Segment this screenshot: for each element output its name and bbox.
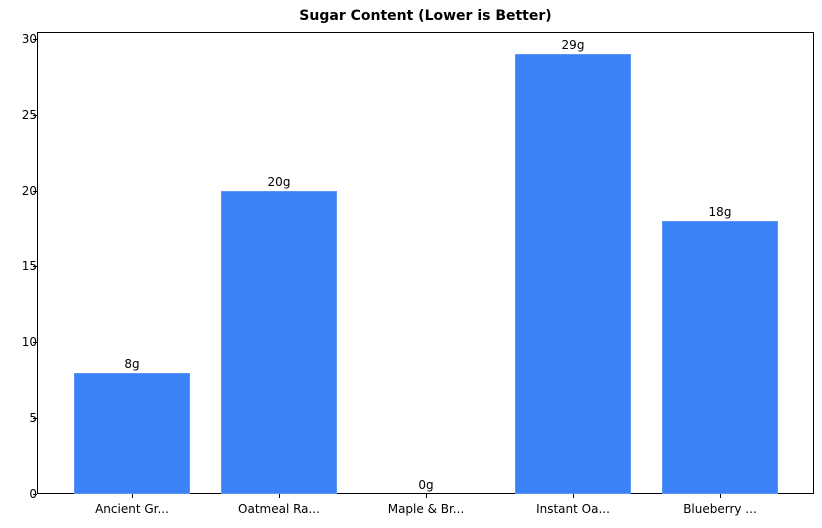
y-tick-label: 25 bbox=[21, 107, 37, 122]
y-tick-label: 15 bbox=[21, 259, 37, 274]
x-tick-label: Ancient Gr... bbox=[95, 502, 169, 516]
y-tick-label: 10 bbox=[21, 335, 37, 350]
bar-value-label: 8g bbox=[124, 356, 140, 371]
x-tick-mark bbox=[426, 494, 427, 498]
plot-area bbox=[37, 32, 814, 494]
x-tick-label: Instant Oa... bbox=[536, 502, 610, 516]
y-tick-mark bbox=[33, 38, 37, 40]
bar bbox=[515, 54, 631, 494]
x-tick-mark bbox=[720, 494, 721, 498]
x-tick-label: Blueberry ... bbox=[683, 502, 757, 516]
y-tick-mark bbox=[33, 190, 37, 192]
y-tick-mark bbox=[33, 114, 37, 116]
y-tick-mark bbox=[33, 494, 37, 495]
bar bbox=[221, 190, 337, 494]
x-tick-mark bbox=[279, 494, 280, 498]
y-tick-mark bbox=[33, 266, 37, 268]
bar bbox=[74, 372, 190, 494]
bar-value-label: 0g bbox=[418, 478, 434, 492]
bar-value-label: 18g bbox=[708, 204, 732, 219]
y-tick-label: 20 bbox=[21, 183, 37, 198]
y-tick-label: 30 bbox=[21, 31, 37, 46]
bar-value-label: 20g bbox=[267, 174, 291, 189]
x-tick-mark bbox=[132, 494, 133, 498]
bar-value-label: 29g bbox=[561, 38, 585, 52]
y-tick-mark bbox=[33, 342, 37, 344]
x-tick-mark bbox=[573, 494, 574, 498]
x-tick-label: Maple & Br... bbox=[387, 502, 465, 516]
y-tick-mark bbox=[33, 418, 37, 420]
x-tick-label: Oatmeal Ra... bbox=[238, 502, 320, 516]
chart-title: Sugar Content (Lower is Better) bbox=[299, 8, 552, 24]
bar bbox=[662, 220, 778, 494]
